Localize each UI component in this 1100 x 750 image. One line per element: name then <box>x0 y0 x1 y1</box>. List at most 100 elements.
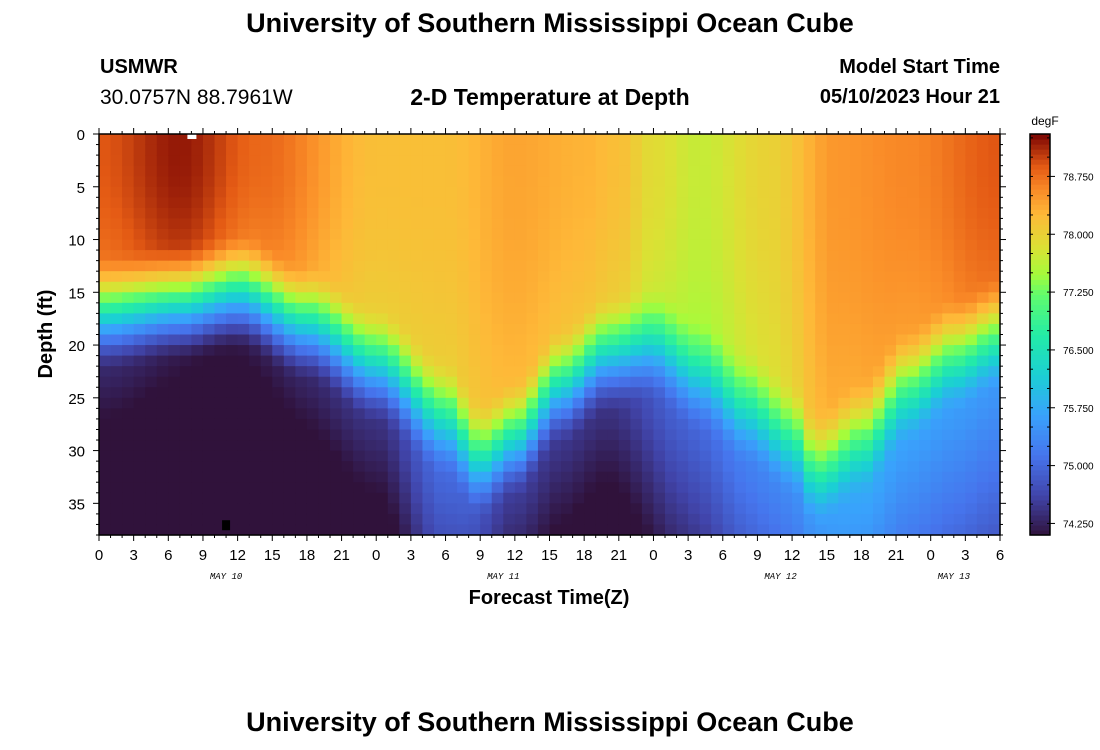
colorbar-segment <box>1030 349 1050 356</box>
heatmap-cell <box>711 397 724 409</box>
heatmap-cell <box>919 387 932 399</box>
heatmap-cell <box>457 292 470 304</box>
heatmap-cell <box>722 292 735 304</box>
heatmap-cell <box>422 471 435 483</box>
heatmap-cell <box>838 440 851 452</box>
heatmap-cell <box>526 186 539 198</box>
heatmap-cell <box>179 302 193 314</box>
heatmap-cell <box>306 334 320 346</box>
heatmap-cell <box>514 260 527 272</box>
heatmap-cell <box>722 165 735 177</box>
heatmap-cell <box>653 313 666 325</box>
heatmap-cell <box>641 197 655 209</box>
heatmap-cell <box>815 323 828 336</box>
heatmap-cell <box>630 134 643 146</box>
heatmap-cell <box>330 429 343 441</box>
heatmap-cell <box>861 482 874 494</box>
heatmap-cell <box>561 302 574 314</box>
heatmap-cell <box>688 513 701 526</box>
colorbar-segment <box>1030 304 1050 311</box>
heatmap-cell <box>942 492 955 504</box>
heatmap-cell <box>272 503 285 515</box>
heatmap-cell <box>665 387 678 399</box>
heatmap-cell <box>595 376 608 388</box>
heatmap-cell <box>387 334 400 346</box>
heatmap-cell <box>711 408 724 420</box>
heatmap-cell <box>988 461 1001 473</box>
heatmap-cell <box>99 355 112 367</box>
x-tick-label: 15 <box>818 547 835 564</box>
heatmap-cell <box>226 218 239 230</box>
heatmap-cell <box>803 345 816 357</box>
heatmap-cell <box>595 450 608 462</box>
heatmap-cell <box>757 218 770 230</box>
heatmap-cell <box>561 228 574 241</box>
heatmap-cell <box>942 134 955 146</box>
heatmap-cell <box>688 228 701 241</box>
heatmap-cell <box>699 292 712 304</box>
heatmap-cell <box>526 450 539 462</box>
heatmap-cell <box>676 165 689 177</box>
heatmap-cell <box>861 376 874 388</box>
heatmap-cell <box>618 503 631 515</box>
heatmap-cell <box>584 492 597 504</box>
heatmap-cell <box>953 461 966 473</box>
heatmap-cell <box>376 207 389 220</box>
heatmap-cell <box>595 197 608 209</box>
heatmap-cell <box>734 440 747 452</box>
heatmap-cell <box>341 260 354 272</box>
heatmap-cell <box>260 186 273 198</box>
heatmap-cell <box>341 513 354 526</box>
heatmap-cell <box>514 397 527 409</box>
heatmap-cell <box>988 260 1001 272</box>
heatmap-cell <box>226 313 239 325</box>
heatmap-cell <box>665 366 678 378</box>
heatmap-cell <box>745 218 759 230</box>
heatmap-cell <box>283 228 296 241</box>
heatmap-cell <box>665 408 678 420</box>
heatmap-cell <box>156 355 169 367</box>
heatmap-cell <box>630 376 643 388</box>
heatmap-cell <box>919 513 932 526</box>
heatmap-cell <box>976 450 990 462</box>
heatmap-cell <box>318 281 331 293</box>
heatmap-cell <box>457 524 470 536</box>
heatmap-cell <box>156 250 169 262</box>
heatmap-cell <box>133 471 146 483</box>
heatmap-cell <box>457 450 470 462</box>
heatmap-cell <box>191 387 204 399</box>
heatmap-cell <box>584 281 597 293</box>
heatmap-cell <box>110 461 123 473</box>
heatmap-cell <box>618 207 631 220</box>
heatmap-cell <box>976 228 990 241</box>
heatmap-cell <box>734 207 747 220</box>
x-tick-label: 0 <box>649 547 657 564</box>
heatmap-cell <box>630 302 643 314</box>
heatmap-cell <box>561 155 574 167</box>
heatmap-cell <box>618 313 631 325</box>
heatmap-cell <box>768 155 782 167</box>
heatmap-cell <box>861 450 874 462</box>
heatmap-cell <box>861 271 874 283</box>
heatmap-cell <box>445 503 458 515</box>
heatmap-cell <box>387 418 400 431</box>
heatmap-cell <box>768 302 782 314</box>
heatmap-cell <box>595 440 608 452</box>
heatmap-cell <box>318 271 331 283</box>
heatmap-cell <box>849 207 862 220</box>
heatmap-cell <box>226 302 239 314</box>
heatmap-cell <box>272 387 285 399</box>
heatmap-cell <box>422 271 435 283</box>
heatmap-cell <box>341 397 354 409</box>
heatmap-cell <box>179 134 193 146</box>
heatmap-cell <box>734 492 747 504</box>
colorbar-segment <box>1030 299 1050 306</box>
heatmap-cell <box>133 387 146 399</box>
heatmap-cell <box>780 271 793 283</box>
heatmap-cell <box>768 313 782 325</box>
heatmap-cell <box>896 323 909 336</box>
heatmap-cell <box>272 218 285 230</box>
heatmap-cell <box>930 144 943 156</box>
heatmap-cell <box>410 292 424 304</box>
heatmap-cell <box>849 355 862 367</box>
